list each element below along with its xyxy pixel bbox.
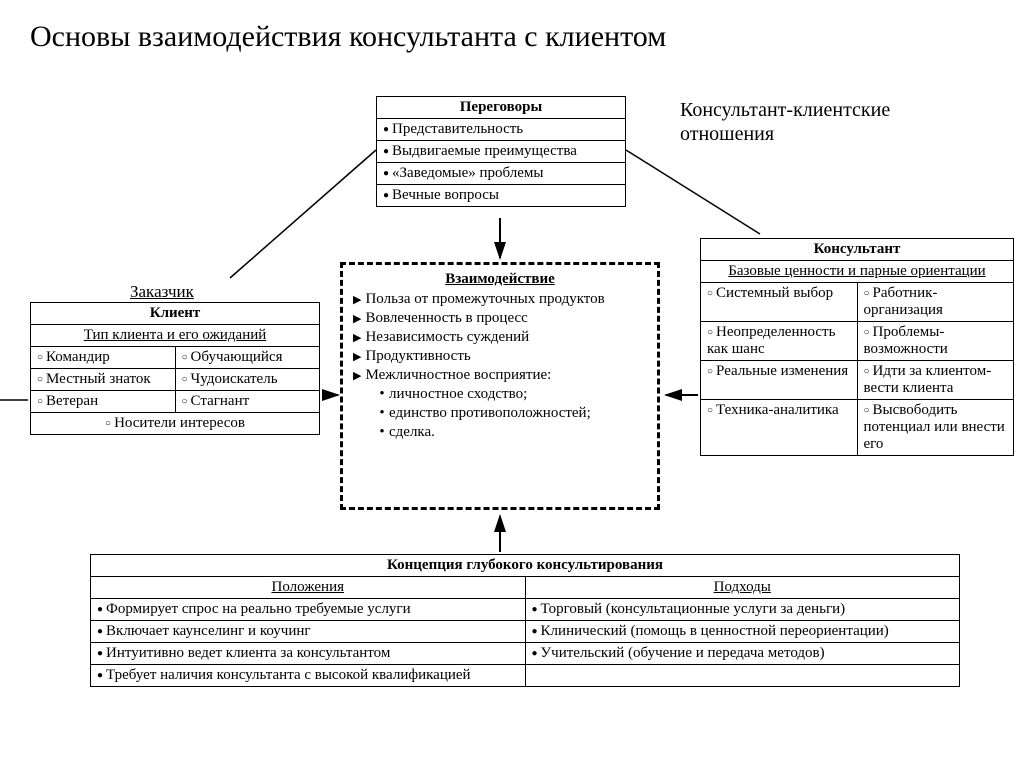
negotiations-header: Переговоры	[377, 97, 625, 119]
negotiations-item-0: Представительность	[377, 119, 625, 141]
dc-r0-a: Формирует спрос на реально требуемые усл…	[91, 599, 526, 620]
deep-consulting-box: Концепция глубокого консультирования Пол…	[90, 554, 960, 687]
deep-consulting-col-labels: Положения Подходы	[91, 577, 959, 599]
client-pair-2-a: Ветеран	[31, 391, 176, 412]
page-title: Основы взаимодействия консультанта с кли…	[30, 20, 666, 54]
client-pair-1-a: Местный знаток	[31, 369, 176, 390]
consultant-subheader: Базовые ценности и парные ориентации	[701, 261, 1013, 283]
consultant-pair-3-b: Высвободить потенциал или внести его	[858, 400, 1014, 455]
interaction-item-3: Продуктивность	[353, 347, 647, 366]
deep-consulting-col-1: Подходы	[526, 577, 960, 598]
consultant-pair-0-a: Системный выбор	[701, 283, 858, 321]
client-pair-1-b: Чудоискатель	[176, 369, 320, 390]
client-outer-label: Заказчик	[130, 282, 194, 302]
dc-r2-a: Интуитивно ведет клиента за консультанто…	[91, 643, 526, 664]
deep-consulting-row-2: Интуитивно ведет клиента за консультанто…	[91, 643, 959, 665]
deep-consulting-row-1: Включает каунселинг и коучинг Клинически…	[91, 621, 959, 643]
interaction-box: Взаимодействие Польза от промежуточных п…	[340, 262, 660, 510]
dc-r1-a: Включает каунселинг и коучинг	[91, 621, 526, 642]
consultant-pair-1-b: Проблемы-возможности	[858, 322, 1014, 360]
interaction-item-2: Независимость суждений	[353, 328, 647, 347]
subtitle: Консультант-клиентские отношения	[680, 98, 890, 146]
dc-r3-a: Требует наличия консультанта с высокой к…	[91, 665, 526, 686]
client-subheader: Тип клиента и его ожиданий	[31, 325, 319, 347]
negotiations-box: Переговоры Представительность Выдвигаемы…	[376, 96, 626, 207]
consultant-pair-2-a: Реальные изменения	[701, 361, 858, 399]
dc-r3-b	[526, 665, 960, 686]
consultant-pair-3-a: Техника-аналитика	[701, 400, 858, 455]
subtitle-l1: Консультант-клиентские	[680, 99, 890, 121]
interaction-item-0: Польза от промежуточных продуктов	[353, 290, 647, 309]
client-box: Клиент Тип клиента и его ожиданий Команд…	[30, 302, 320, 435]
deep-consulting-header: Концепция глубокого консультирования	[91, 555, 959, 577]
client-pair-1: Местный знаток Чудоискатель	[31, 369, 319, 391]
consultant-box: Консультант Базовые ценности и парные ор…	[700, 238, 1014, 456]
consultant-pair-3: Техника-аналитика Высвободить потенциал …	[701, 400, 1013, 455]
client-pair-0-b: Обучающийся	[176, 347, 320, 368]
consultant-pair-1-a: Неопределенность как шанс	[701, 322, 858, 360]
consultant-pair-2: Реальные изменения Идти за клиентом-вест…	[701, 361, 1013, 400]
client-pair-2: Ветеран Стагнант	[31, 391, 319, 413]
client-pair-2-b: Стагнант	[176, 391, 320, 412]
interaction-sub-1: единство противоположностей;	[353, 404, 647, 423]
negotiations-item-3: Вечные вопросы	[377, 185, 625, 206]
interaction-sub-0: личностное сходство;	[353, 385, 647, 404]
client-pair-0-a: Командир	[31, 347, 176, 368]
consultant-pair-1: Неопределенность как шанс Проблемы-возмо…	[701, 322, 1013, 361]
consultant-pair-0-b: Работник-организация	[858, 283, 1014, 321]
dc-r1-b: Клинический (помощь в ценностной переори…	[526, 621, 960, 642]
subtitle-l2: отношения	[680, 123, 774, 145]
interaction-item-4: Межличностное восприятие:	[353, 366, 647, 385]
client-header: Клиент	[31, 303, 319, 325]
dc-r0-b: Торговый (консультационные услуги за ден…	[526, 599, 960, 620]
interaction-sub-2: сделка.	[353, 423, 647, 442]
negotiations-item-2: «Заведомые» проблемы	[377, 163, 625, 185]
consultant-pair-2-b: Идти за клиентом-вести клиента	[858, 361, 1014, 399]
client-footer: Носители интересов	[31, 413, 319, 434]
consultant-pair-0: Системный выбор Работник-организация	[701, 283, 1013, 322]
client-pair-0: Командир Обучающийся	[31, 347, 319, 369]
dc-r2-b: Учительский (обучение и передача методов…	[526, 643, 960, 664]
deep-consulting-col-0: Положения	[91, 577, 526, 598]
consultant-header: Консультант	[701, 239, 1013, 261]
deep-consulting-row-3: Требует наличия консультанта с высокой к…	[91, 665, 959, 686]
interaction-header: Взаимодействие	[353, 271, 647, 290]
deep-consulting-row-0: Формирует спрос на реально требуемые усл…	[91, 599, 959, 621]
interaction-item-1: Вовлеченность в процесс	[353, 309, 647, 328]
negotiations-item-1: Выдвигаемые преимущества	[377, 141, 625, 163]
